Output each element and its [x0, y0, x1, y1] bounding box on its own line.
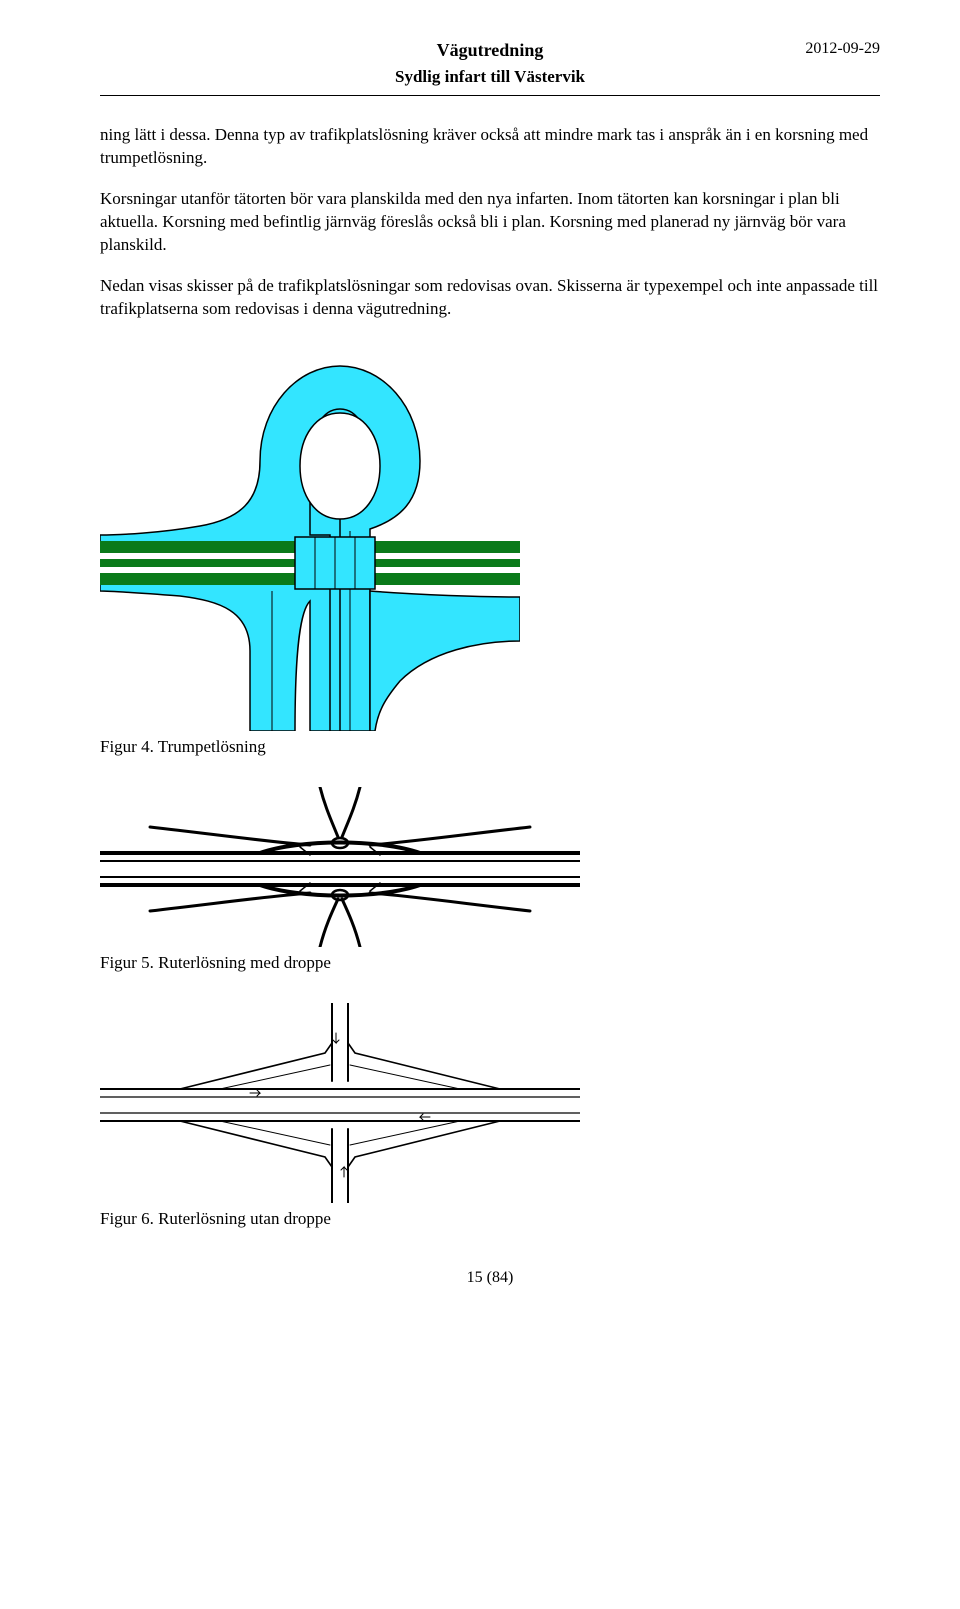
figure-4-svg [100, 351, 520, 731]
fig6-ramp-bl-inner [220, 1121, 330, 1145]
fig5-cross-top-r [342, 787, 360, 837]
figure-6-svg [100, 1003, 580, 1203]
fig6-arrow-2 [420, 1114, 430, 1120]
header-rule [100, 95, 880, 96]
figure-6-caption: Figur 6. Ruterlösning utan droppe [100, 1209, 880, 1229]
figure-5-svg [100, 787, 580, 947]
fig5-ramp-tr [370, 827, 530, 845]
fig5-ramp-tl [150, 827, 310, 845]
figure-6: Figur 6. Ruterlösning utan droppe [100, 1003, 880, 1229]
page-number: 15 (84) [100, 1269, 880, 1287]
fig6-arrow-3 [333, 1033, 339, 1043]
figure-4: Figur 4. Trumpetlösning [100, 351, 880, 757]
header-subtitle: Sydlig infart till Västervik [100, 67, 880, 87]
figure-4-caption: Figur 4. Trumpetlösning [100, 737, 880, 757]
fig6-arrow-4 [341, 1167, 347, 1177]
header-row: Vägutredning 2012-09-29 [100, 40, 880, 61]
fig6-ramp-tr [348, 1043, 500, 1089]
fig5-cross-bot-l [320, 899, 338, 947]
fig4-loop-hole [300, 413, 380, 519]
fig6-ramp-tr-inner [350, 1065, 460, 1089]
fig5-cross-bot-r [342, 899, 360, 947]
page-header: Vägutredning 2012-09-29 Sydlig infart ti… [100, 40, 880, 87]
fig4-ramp-right [370, 591, 520, 731]
fig6-ramp-br-inner [350, 1121, 460, 1145]
fig5-cross-top-l [320, 787, 338, 837]
fig5-ramp-bl [150, 893, 310, 911]
fig6-ramp-tl-inner [220, 1065, 330, 1089]
header-title: Vägutredning [100, 40, 880, 61]
fig6-arrow-1 [250, 1090, 260, 1096]
paragraph-1: ning lätt i dessa. Denna typ av trafikpl… [100, 124, 880, 170]
paragraph-2: Korsningar utanför tätorten bör vara pla… [100, 188, 880, 257]
fig6-ramp-tl [180, 1043, 332, 1089]
fig6-ramp-br [348, 1121, 500, 1167]
figure-5-caption: Figur 5. Ruterlösning med droppe [100, 953, 880, 973]
fig5-ramp-br [370, 893, 530, 911]
paragraph-3: Nedan visas skisser på de trafikplatslös… [100, 275, 880, 321]
figure-5: Figur 5. Ruterlösning med droppe [100, 787, 880, 973]
fig6-ramp-bl [180, 1121, 332, 1167]
header-date: 2012-09-29 [805, 40, 880, 58]
